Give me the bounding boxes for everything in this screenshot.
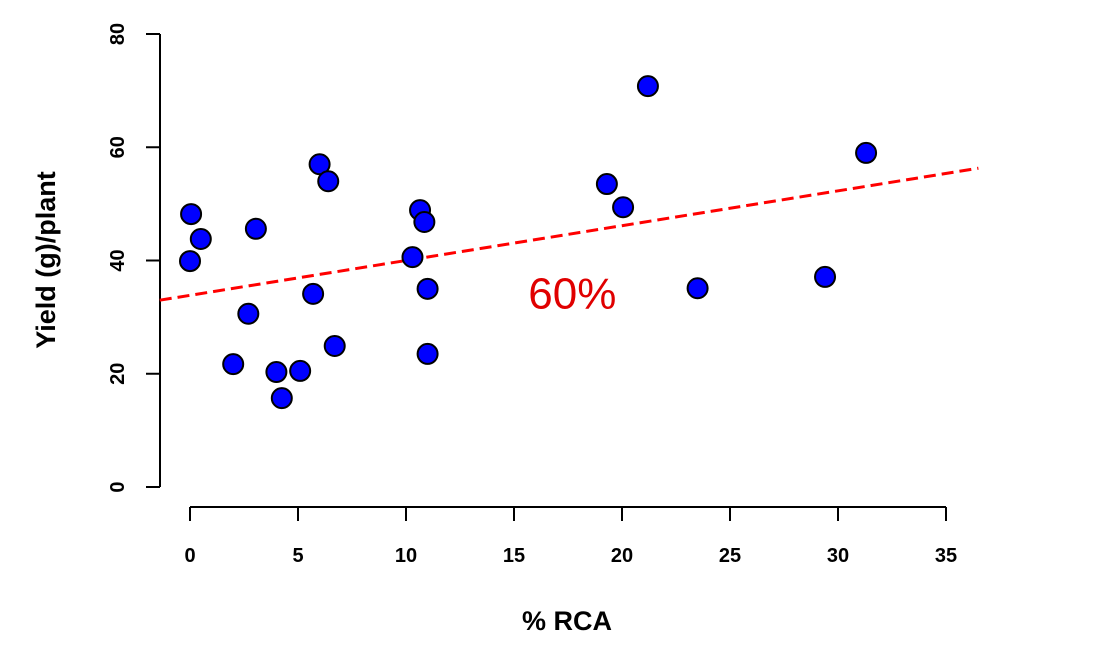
data-point bbox=[222, 353, 245, 376]
trend-line bbox=[159, 166, 979, 302]
data-point bbox=[270, 387, 293, 410]
x-axis-title: % RCA bbox=[522, 606, 612, 636]
x-tick-label: 20 bbox=[611, 545, 633, 567]
data-points bbox=[179, 75, 878, 410]
data-point bbox=[179, 250, 201, 273]
data-point bbox=[612, 196, 635, 219]
data-point bbox=[265, 361, 288, 384]
y-tick-label: 0 bbox=[107, 481, 129, 492]
x-tick-label: 15 bbox=[503, 545, 525, 567]
data-point bbox=[180, 203, 203, 226]
data-point bbox=[289, 359, 312, 382]
data-point bbox=[413, 210, 436, 233]
x-tick-label: 35 bbox=[935, 545, 957, 567]
data-point bbox=[189, 227, 212, 250]
x-tick-label: 5 bbox=[292, 545, 303, 567]
data-point bbox=[323, 335, 346, 358]
x-tick-label: 25 bbox=[719, 545, 741, 567]
x-tick-label: 0 bbox=[184, 545, 195, 567]
x-axis: 0 5 10 15 20 25 30 35 bbox=[184, 506, 957, 567]
data-point bbox=[237, 302, 260, 325]
data-point bbox=[595, 173, 618, 196]
data-point bbox=[308, 153, 331, 176]
y-tick-label: 60 bbox=[107, 136, 129, 158]
data-point bbox=[814, 265, 837, 288]
y-tick-label: 80 bbox=[107, 23, 129, 45]
x-tick-label: 10 bbox=[395, 545, 417, 567]
data-point bbox=[401, 246, 424, 269]
data-point bbox=[855, 141, 878, 164]
data-point bbox=[416, 277, 439, 300]
y-tick-label: 20 bbox=[107, 363, 129, 385]
data-point bbox=[317, 170, 340, 193]
x-tick-label: 30 bbox=[827, 545, 849, 567]
y-tick-label: 40 bbox=[107, 249, 129, 271]
data-point bbox=[302, 282, 325, 305]
data-point bbox=[686, 277, 709, 300]
data-point bbox=[636, 75, 659, 98]
data-point bbox=[244, 217, 267, 240]
y-axis: 0 20 40 60 80 bbox=[107, 23, 161, 493]
y-axis-title: Yield (g)/plant bbox=[31, 171, 61, 349]
data-point bbox=[416, 342, 439, 365]
annotation-label: 60% bbox=[528, 269, 616, 318]
